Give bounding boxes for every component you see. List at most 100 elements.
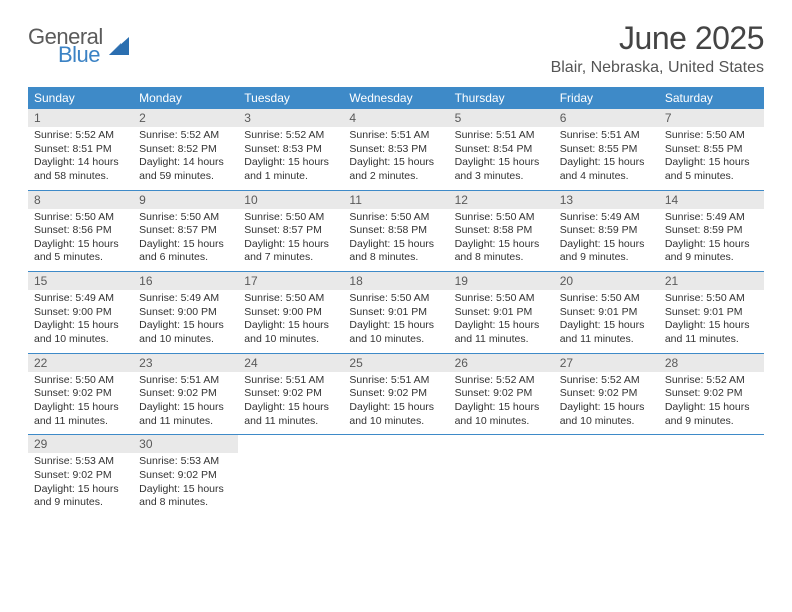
sunset-line: Sunset: 9:02 PM	[244, 387, 337, 401]
sunrise-line: Sunrise: 5:50 AM	[34, 211, 127, 225]
daylight-line-2: and 10 minutes.	[349, 415, 442, 429]
sunrise-line: Sunrise: 5:50 AM	[455, 211, 548, 225]
day-cell: 20Sunrise: 5:50 AMSunset: 9:01 PMDayligh…	[554, 272, 659, 353]
day-content: Sunrise: 5:51 AMSunset: 9:02 PMDaylight:…	[238, 372, 343, 429]
weekday-header: Wednesday	[343, 87, 448, 109]
sunrise-line: Sunrise: 5:52 AM	[455, 374, 548, 388]
daylight-line-2: and 3 minutes.	[455, 170, 548, 184]
day-number: 29	[28, 435, 133, 453]
sunset-line: Sunset: 9:02 PM	[139, 387, 232, 401]
daylight-line-2: and 5 minutes.	[665, 170, 758, 184]
day-content: Sunrise: 5:51 AMSunset: 8:54 PMDaylight:…	[449, 127, 554, 184]
day-content: Sunrise: 5:52 AMSunset: 9:02 PMDaylight:…	[449, 372, 554, 429]
week-row: 1Sunrise: 5:52 AMSunset: 8:51 PMDaylight…	[28, 109, 764, 191]
sunrise-line: Sunrise: 5:51 AM	[349, 129, 442, 143]
day-number: 15	[28, 272, 133, 290]
sunset-line: Sunset: 8:59 PM	[665, 224, 758, 238]
day-content: Sunrise: 5:51 AMSunset: 9:02 PMDaylight:…	[343, 372, 448, 429]
day-content: Sunrise: 5:52 AMSunset: 8:52 PMDaylight:…	[133, 127, 238, 184]
day-content: Sunrise: 5:50 AMSunset: 8:57 PMDaylight:…	[238, 209, 343, 266]
daylight-line-1: Daylight: 15 hours	[455, 156, 548, 170]
day-cell	[449, 435, 554, 516]
weekday-header: Tuesday	[238, 87, 343, 109]
day-cell: 13Sunrise: 5:49 AMSunset: 8:59 PMDayligh…	[554, 191, 659, 272]
sunset-line: Sunset: 9:00 PM	[139, 306, 232, 320]
daylight-line-1: Daylight: 15 hours	[34, 401, 127, 415]
daylight-line-1: Daylight: 15 hours	[665, 238, 758, 252]
day-cell: 24Sunrise: 5:51 AMSunset: 9:02 PMDayligh…	[238, 354, 343, 435]
daylight-line-2: and 10 minutes.	[34, 333, 127, 347]
daylight-line-2: and 2 minutes.	[349, 170, 442, 184]
daylight-line-1: Daylight: 14 hours	[139, 156, 232, 170]
weekday-header: Thursday	[449, 87, 554, 109]
day-number: 10	[238, 191, 343, 209]
daylight-line-1: Daylight: 15 hours	[560, 319, 653, 333]
calendar: SundayMondayTuesdayWednesdayThursdayFrid…	[28, 87, 764, 516]
sunset-line: Sunset: 8:57 PM	[244, 224, 337, 238]
daylight-line-2: and 9 minutes.	[34, 496, 127, 510]
sunset-line: Sunset: 9:01 PM	[349, 306, 442, 320]
day-content: Sunrise: 5:49 AMSunset: 9:00 PMDaylight:…	[133, 290, 238, 347]
sunset-line: Sunset: 9:01 PM	[665, 306, 758, 320]
day-number: 17	[238, 272, 343, 290]
day-cell: 19Sunrise: 5:50 AMSunset: 9:01 PMDayligh…	[449, 272, 554, 353]
day-number: 28	[659, 354, 764, 372]
sunrise-line: Sunrise: 5:51 AM	[349, 374, 442, 388]
day-number: 3	[238, 109, 343, 127]
sunrise-line: Sunrise: 5:50 AM	[455, 292, 548, 306]
day-content: Sunrise: 5:52 AMSunset: 8:51 PMDaylight:…	[28, 127, 133, 184]
day-cell: 8Sunrise: 5:50 AMSunset: 8:56 PMDaylight…	[28, 191, 133, 272]
week-row: 15Sunrise: 5:49 AMSunset: 9:00 PMDayligh…	[28, 272, 764, 354]
header-right: June 2025 Blair, Nebraska, United States	[551, 20, 764, 77]
day-number: 2	[133, 109, 238, 127]
daylight-line-1: Daylight: 15 hours	[455, 238, 548, 252]
sunset-line: Sunset: 8:55 PM	[560, 143, 653, 157]
day-content: Sunrise: 5:49 AMSunset: 8:59 PMDaylight:…	[659, 209, 764, 266]
month-title: June 2025	[551, 20, 764, 57]
daylight-line-1: Daylight: 15 hours	[349, 238, 442, 252]
sunset-line: Sunset: 8:53 PM	[244, 143, 337, 157]
sunrise-line: Sunrise: 5:49 AM	[665, 211, 758, 225]
calendar-body: 1Sunrise: 5:52 AMSunset: 8:51 PMDaylight…	[28, 109, 764, 516]
daylight-line-2: and 10 minutes.	[349, 333, 442, 347]
location-label: Blair, Nebraska, United States	[551, 59, 764, 77]
day-cell: 27Sunrise: 5:52 AMSunset: 9:02 PMDayligh…	[554, 354, 659, 435]
weekday-header-row: SundayMondayTuesdayWednesdayThursdayFrid…	[28, 87, 764, 109]
day-content: Sunrise: 5:50 AMSunset: 8:58 PMDaylight:…	[343, 209, 448, 266]
day-cell: 21Sunrise: 5:50 AMSunset: 9:01 PMDayligh…	[659, 272, 764, 353]
day-number: 14	[659, 191, 764, 209]
day-number: 21	[659, 272, 764, 290]
logo-text: General Blue	[28, 26, 103, 66]
week-row: 29Sunrise: 5:53 AMSunset: 9:02 PMDayligh…	[28, 435, 764, 516]
sunset-line: Sunset: 9:02 PM	[455, 387, 548, 401]
sunrise-line: Sunrise: 5:52 AM	[665, 374, 758, 388]
day-number: 7	[659, 109, 764, 127]
daylight-line-2: and 11 minutes.	[244, 415, 337, 429]
sunrise-line: Sunrise: 5:49 AM	[139, 292, 232, 306]
daylight-line-2: and 10 minutes.	[139, 333, 232, 347]
sunset-line: Sunset: 8:52 PM	[139, 143, 232, 157]
day-cell: 7Sunrise: 5:50 AMSunset: 8:55 PMDaylight…	[659, 109, 764, 190]
day-content: Sunrise: 5:51 AMSunset: 9:02 PMDaylight:…	[133, 372, 238, 429]
day-cell: 2Sunrise: 5:52 AMSunset: 8:52 PMDaylight…	[133, 109, 238, 190]
day-number: 22	[28, 354, 133, 372]
day-content: Sunrise: 5:52 AMSunset: 9:02 PMDaylight:…	[554, 372, 659, 429]
day-number: 4	[343, 109, 448, 127]
daylight-line-2: and 10 minutes.	[244, 333, 337, 347]
weekday-header: Sunday	[28, 87, 133, 109]
day-cell: 28Sunrise: 5:52 AMSunset: 9:02 PMDayligh…	[659, 354, 764, 435]
day-cell: 25Sunrise: 5:51 AMSunset: 9:02 PMDayligh…	[343, 354, 448, 435]
sunrise-line: Sunrise: 5:49 AM	[34, 292, 127, 306]
daylight-line-1: Daylight: 14 hours	[34, 156, 127, 170]
day-cell: 15Sunrise: 5:49 AMSunset: 9:00 PMDayligh…	[28, 272, 133, 353]
daylight-line-1: Daylight: 15 hours	[665, 156, 758, 170]
daylight-line-1: Daylight: 15 hours	[244, 401, 337, 415]
day-cell: 17Sunrise: 5:50 AMSunset: 9:00 PMDayligh…	[238, 272, 343, 353]
day-content: Sunrise: 5:49 AMSunset: 9:00 PMDaylight:…	[28, 290, 133, 347]
daylight-line-1: Daylight: 15 hours	[560, 238, 653, 252]
sunset-line: Sunset: 9:00 PM	[34, 306, 127, 320]
logo: General Blue	[28, 26, 133, 66]
weekday-header: Saturday	[659, 87, 764, 109]
day-content: Sunrise: 5:53 AMSunset: 9:02 PMDaylight:…	[133, 453, 238, 510]
day-cell: 22Sunrise: 5:50 AMSunset: 9:02 PMDayligh…	[28, 354, 133, 435]
